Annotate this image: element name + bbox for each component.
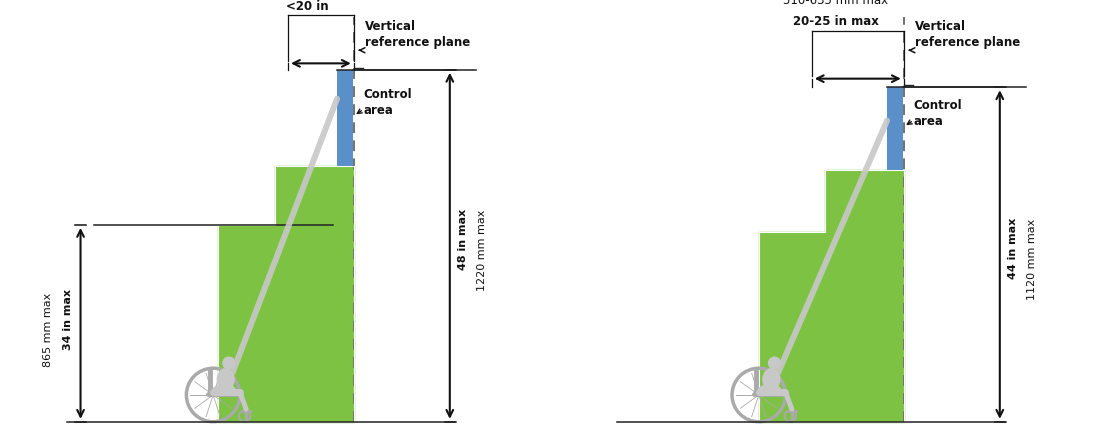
Circle shape — [757, 393, 761, 397]
Text: 48 in max: 48 in max — [458, 209, 468, 270]
Text: 865 mm max: 865 mm max — [43, 293, 54, 367]
Text: 1120 mm max: 1120 mm max — [1027, 218, 1037, 299]
Bar — [887, 87, 903, 170]
Text: Control
area: Control area — [914, 99, 962, 128]
Circle shape — [768, 357, 781, 370]
Circle shape — [211, 393, 216, 397]
Ellipse shape — [217, 368, 234, 391]
Text: 34 in max: 34 in max — [63, 288, 73, 350]
Text: 20-25 in max: 20-25 in max — [793, 15, 879, 28]
Polygon shape — [218, 166, 354, 422]
Text: 44 in max: 44 in max — [1008, 217, 1018, 279]
Text: 1220 mm max: 1220 mm max — [477, 209, 487, 291]
Bar — [337, 70, 353, 166]
Text: Vertical
reference plane: Vertical reference plane — [914, 20, 1020, 49]
Text: Vertical
reference plane: Vertical reference plane — [364, 20, 470, 49]
Circle shape — [222, 357, 235, 370]
Ellipse shape — [212, 385, 235, 395]
Ellipse shape — [758, 385, 782, 395]
Polygon shape — [759, 170, 904, 422]
Text: <20 in: <20 in — [286, 0, 329, 13]
Text: 510-635 mm max: 510-635 mm max — [783, 0, 889, 7]
Text: Control
area: Control area — [364, 88, 412, 118]
Ellipse shape — [762, 368, 781, 391]
